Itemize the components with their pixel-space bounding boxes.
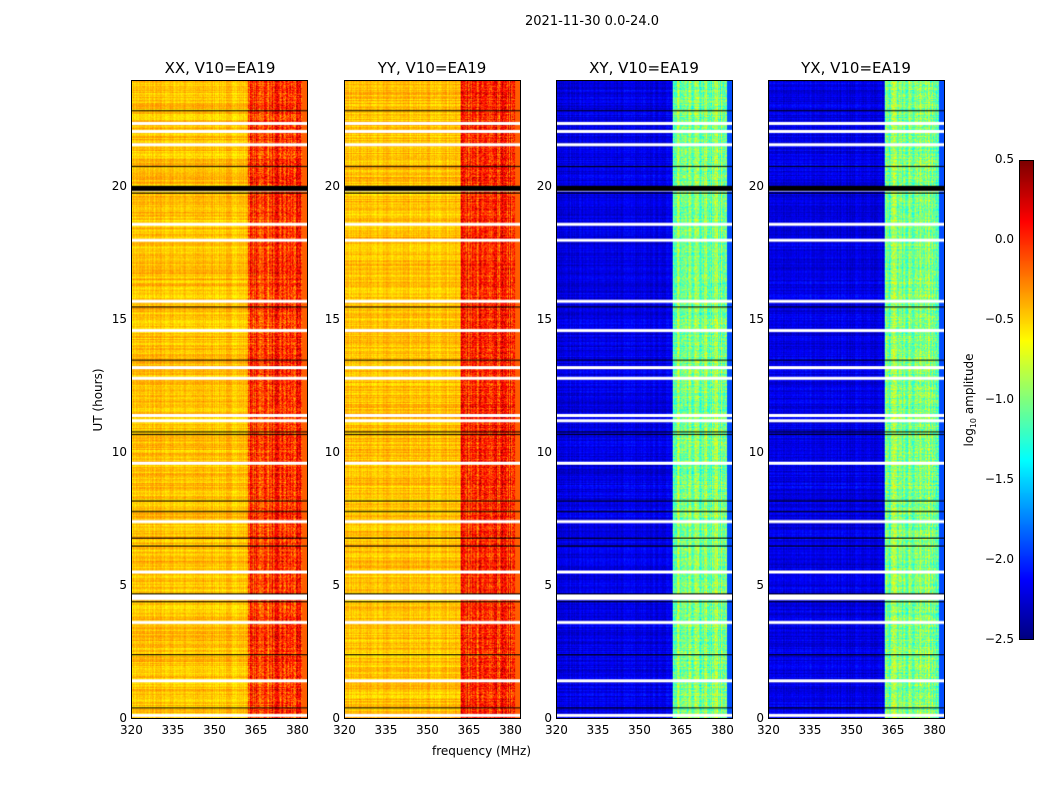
colorbar-tick-label: 0.0 bbox=[994, 232, 1014, 246]
x-tick-label: 380 bbox=[285, 723, 309, 737]
x-axis-label: frequency (MHz) bbox=[432, 744, 532, 758]
y-axis-label: UT (hours) bbox=[91, 368, 105, 432]
panel-title-xx: XX, V10=EA19 bbox=[164, 59, 276, 77]
panel-title-yx: YX, V10=EA19 bbox=[801, 59, 911, 77]
x-tick-label: 365 bbox=[457, 723, 481, 737]
y-tick-label: 20 bbox=[748, 178, 764, 193]
x-tick-label: 320 bbox=[120, 723, 143, 737]
colorbar-tick-label: 0.5 bbox=[994, 152, 1014, 166]
colorbar bbox=[1019, 160, 1034, 640]
y-tick-label: 20 bbox=[324, 178, 340, 193]
heatmap-yx-cells bbox=[769, 81, 944, 718]
y-tick-label: 5 bbox=[544, 577, 552, 592]
heatmap-xy bbox=[556, 80, 733, 719]
x-tick-label: 335 bbox=[374, 723, 398, 737]
y-tick-label: 5 bbox=[119, 577, 127, 592]
panel-title-yy: YY, V10=EA19 bbox=[377, 59, 487, 77]
heatmap-yy bbox=[344, 80, 521, 719]
y-tick-label: 0 bbox=[119, 711, 127, 725]
colorbar-tick-label: −1.5 bbox=[984, 472, 1014, 486]
y-tick-label: 0 bbox=[544, 711, 552, 725]
colorbar-label: log10 amplitude bbox=[961, 353, 979, 447]
x-tick-label: 320 bbox=[757, 723, 780, 737]
y-tick-label: 10 bbox=[111, 444, 127, 459]
y-tick-label: 10 bbox=[324, 444, 340, 459]
x-tick-label: 365 bbox=[244, 723, 268, 737]
x-tick-label: 335 bbox=[161, 723, 185, 737]
y-tick-label: 15 bbox=[536, 311, 552, 326]
heatmap-xy-cells bbox=[557, 81, 732, 718]
y-tick-label: 10 bbox=[748, 444, 764, 459]
x-tick-label: 365 bbox=[669, 723, 693, 737]
x-tick-label: 380 bbox=[498, 723, 522, 737]
y-tick-label: 15 bbox=[324, 311, 340, 326]
x-tick-label: 350 bbox=[415, 723, 439, 737]
heatmap-yx bbox=[768, 80, 945, 719]
colorbar-tick-label: −0.5 bbox=[984, 312, 1014, 326]
y-tick-label: 20 bbox=[536, 178, 552, 193]
y-tick-label: 10 bbox=[536, 444, 552, 459]
x-tick-label: 335 bbox=[586, 723, 610, 737]
colorbar-tick-label: −2.0 bbox=[984, 552, 1014, 566]
heatmap-xx bbox=[131, 80, 308, 719]
y-tick-label: 5 bbox=[332, 577, 340, 592]
heatmap-xx-cells bbox=[132, 81, 307, 718]
panel-title-xy: XY, V10=EA19 bbox=[589, 59, 699, 77]
x-tick-label: 350 bbox=[627, 723, 651, 737]
x-tick-label: 320 bbox=[333, 723, 356, 737]
heatmap-yy-cells bbox=[345, 81, 520, 718]
colorbar-gradient bbox=[1020, 161, 1033, 639]
x-tick-label: 350 bbox=[839, 723, 863, 737]
colorbar-tick-label: −2.5 bbox=[984, 632, 1014, 646]
x-tick-label: 350 bbox=[202, 723, 226, 737]
x-tick-label: 365 bbox=[881, 723, 905, 737]
y-tick-label: 20 bbox=[111, 178, 127, 193]
x-tick-label: 320 bbox=[545, 723, 568, 737]
y-tick-label: 0 bbox=[756, 711, 764, 725]
y-tick-label: 0 bbox=[332, 711, 340, 725]
y-tick-label: 5 bbox=[756, 577, 764, 592]
x-tick-label: 380 bbox=[710, 723, 734, 737]
figure-title: 2021-11-30 0.0-24.0 bbox=[525, 14, 659, 29]
y-tick-label: 15 bbox=[748, 311, 764, 326]
y-tick-label: 15 bbox=[111, 311, 127, 326]
x-tick-label: 380 bbox=[922, 723, 946, 737]
colorbar-tick-label: −1.0 bbox=[984, 392, 1014, 406]
x-tick-label: 335 bbox=[798, 723, 822, 737]
